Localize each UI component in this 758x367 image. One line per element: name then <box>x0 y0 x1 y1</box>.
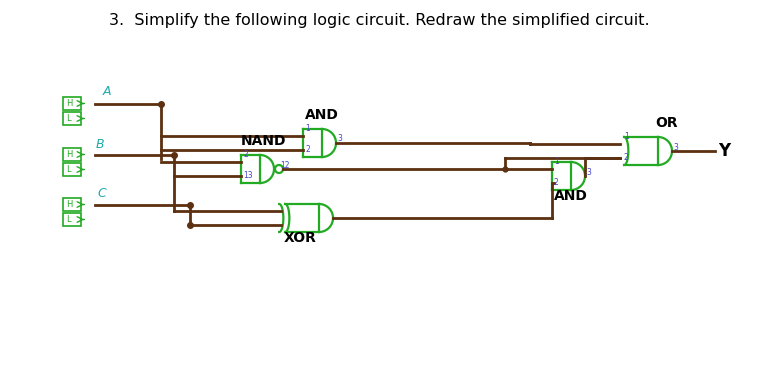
Text: 1: 1 <box>624 132 628 141</box>
Bar <box>63 112 81 125</box>
Text: Y: Y <box>718 142 730 160</box>
Bar <box>63 198 81 211</box>
Text: L: L <box>66 215 70 224</box>
Text: AND: AND <box>554 189 588 203</box>
Text: NAND: NAND <box>241 134 287 148</box>
Text: H: H <box>66 150 72 159</box>
Text: 2: 2 <box>305 145 310 154</box>
Text: L: L <box>66 114 70 123</box>
Bar <box>63 213 81 226</box>
Text: C: C <box>97 187 106 200</box>
Text: 13: 13 <box>243 171 252 180</box>
Text: H: H <box>66 99 72 108</box>
Text: 1: 1 <box>554 157 559 166</box>
Text: 2: 2 <box>243 150 248 159</box>
Text: A: A <box>103 85 111 98</box>
Text: 3.  Simplify the following logic circuit. Redraw the simplified circuit.: 3. Simplify the following logic circuit.… <box>108 13 650 28</box>
Text: B: B <box>96 138 105 151</box>
Text: 2: 2 <box>554 178 559 187</box>
Text: AND: AND <box>305 108 339 122</box>
Bar <box>63 148 81 161</box>
Text: XOR: XOR <box>283 231 316 245</box>
Text: 3: 3 <box>586 168 591 177</box>
Text: H: H <box>66 200 72 209</box>
Text: 12: 12 <box>280 161 290 170</box>
Text: 3: 3 <box>337 134 342 143</box>
Bar <box>63 97 81 110</box>
Text: 1: 1 <box>305 124 310 133</box>
Text: 2: 2 <box>624 153 628 162</box>
Text: 3: 3 <box>673 143 678 152</box>
Text: L: L <box>66 165 70 174</box>
Text: OR: OR <box>656 116 678 130</box>
Bar <box>63 163 81 176</box>
